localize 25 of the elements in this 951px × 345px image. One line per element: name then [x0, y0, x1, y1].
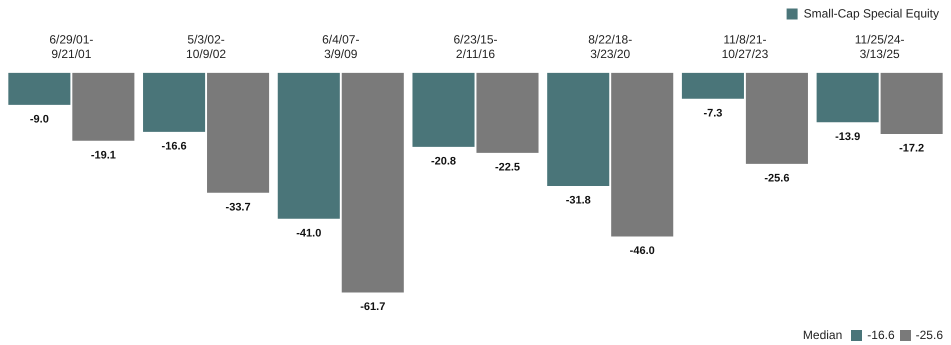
x-tick-label: 11/25/24- 3/13/25 — [854, 32, 905, 61]
text: -25.6 — [916, 328, 943, 342]
x-tick-label: 11/8/21- 10/27/23 — [722, 32, 769, 61]
x-tick-label: 5/3/02- 10/9/02 — [186, 32, 226, 61]
data-label: -61.7 — [360, 300, 386, 313]
x-tick-label: 6/29/01- 9/21/01 — [49, 32, 94, 61]
data-label: -9.0 — [30, 113, 49, 126]
data-label: -17.2 — [899, 142, 924, 155]
x-tick-label: 6/23/15- 2/11/16 — [453, 32, 498, 61]
data-label: -22.5 — [494, 161, 520, 174]
data-label: -19.1 — [90, 149, 116, 162]
text: -16.6 — [867, 328, 895, 342]
data-label: -7.3 — [703, 107, 722, 120]
data-label: -41.0 — [296, 227, 322, 240]
data-label: -16.6 — [162, 140, 187, 152]
legend-label: Small-Cap Special Equity — [804, 6, 940, 20]
data-label: -25.6 — [764, 172, 790, 184]
data-label: -31.8 — [566, 194, 591, 207]
data-label: -13.9 — [835, 130, 860, 143]
data-label: -20.8 — [430, 155, 456, 168]
x-tick-label: 8/22/18- 3/23/20 — [588, 32, 632, 61]
data-label: -46.0 — [630, 245, 655, 258]
text: Median — [802, 328, 842, 342]
x-tick-label: 6/4/07- 3/9/09 — [322, 32, 360, 61]
data-label: -33.7 — [226, 201, 251, 214]
